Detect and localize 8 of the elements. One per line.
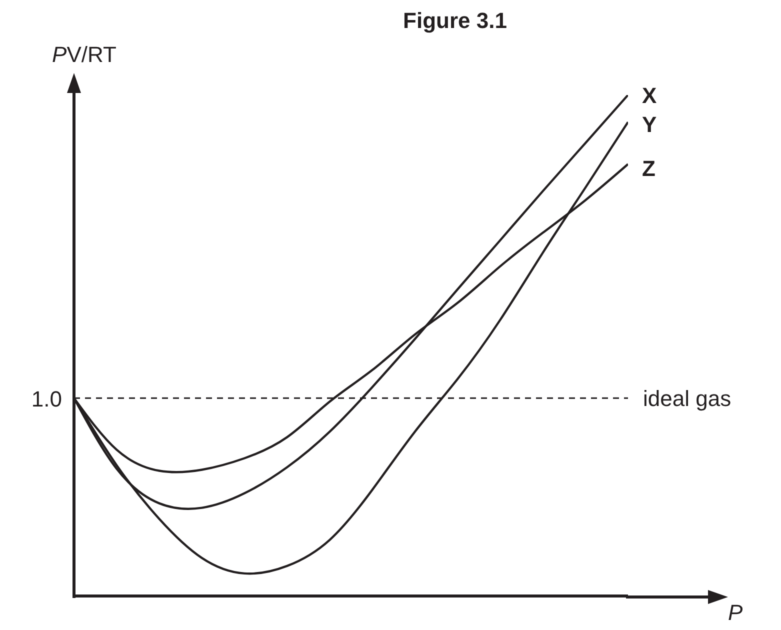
x-axis-title: P [728,600,743,625]
series-label: Y [642,112,657,138]
text: 1.0 [31,386,62,412]
series-label: Z [642,156,656,182]
chart-title: Figure 3.1 [403,8,507,33]
y-axis-title: PV/RT [52,42,116,67]
series-label: X [642,83,657,108]
ref-line-label: ideal gas [643,386,732,411]
